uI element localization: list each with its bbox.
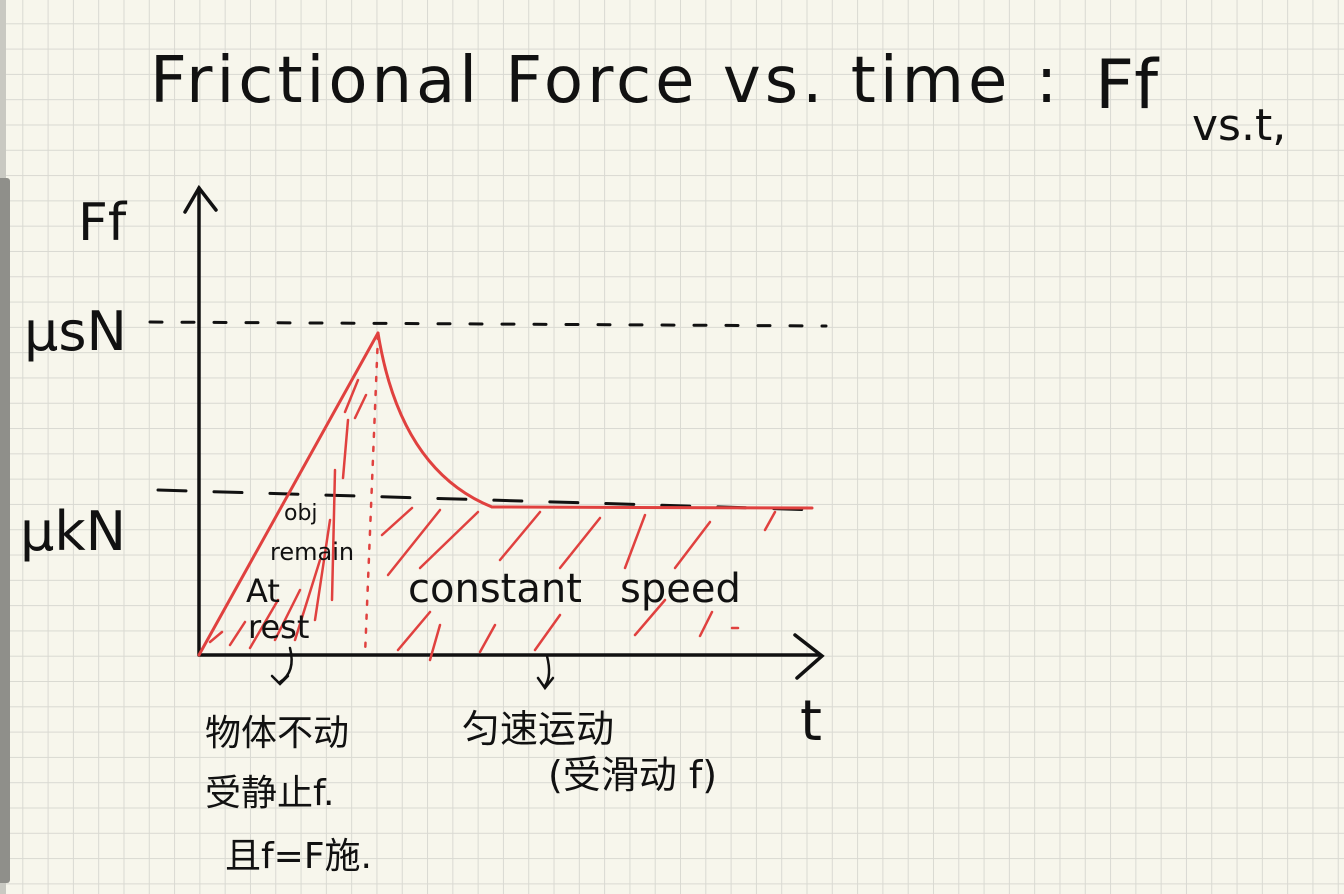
- title-symbol: Ff: [1095, 46, 1160, 125]
- y-axis-label: Ff: [78, 193, 128, 253]
- reference-lines: [148, 320, 828, 512]
- friction-curve: [197, 331, 814, 657]
- note-static-line-2: 受静止f.: [205, 773, 335, 814]
- static-max-dashed-line: [148, 320, 828, 328]
- hatching: [208, 333, 777, 662]
- note-kinetic-line-1: 匀速运动: [462, 707, 614, 751]
- title-suffix: vs.t,: [1192, 100, 1286, 151]
- transition-dotted-line: [363, 333, 380, 657]
- annotation-remain: remain: [270, 538, 354, 566]
- sidebar-handle[interactable]: [0, 178, 10, 883]
- note-static-line-3: 且f=F施.: [225, 836, 372, 877]
- axes: [183, 184, 825, 680]
- annotation-obj: obj: [284, 501, 318, 526]
- static-ramp: [197, 331, 380, 657]
- pointer-right: [543, 654, 551, 688]
- note-static-line-1: 物体不动: [205, 713, 349, 754]
- note-pointers: [270, 646, 555, 691]
- annotation-rest: rest: [248, 608, 309, 646]
- annotation-constant-speed: constant speed: [408, 566, 741, 612]
- kinetic-plateau: [490, 505, 814, 510]
- x-axis-label: t: [800, 689, 822, 754]
- note-kinetic-line-2: (受滑动 f): [548, 753, 717, 797]
- annotation-at: At: [246, 572, 280, 610]
- decay-curve: [376, 331, 494, 509]
- x-axis-arrow: [793, 633, 825, 680]
- title-main: Frictional Force vs. time :: [150, 44, 1061, 118]
- static-max-label: μsN: [24, 300, 127, 363]
- kinetic-label: μkN: [20, 500, 126, 563]
- y-axis-arrow: [183, 184, 218, 214]
